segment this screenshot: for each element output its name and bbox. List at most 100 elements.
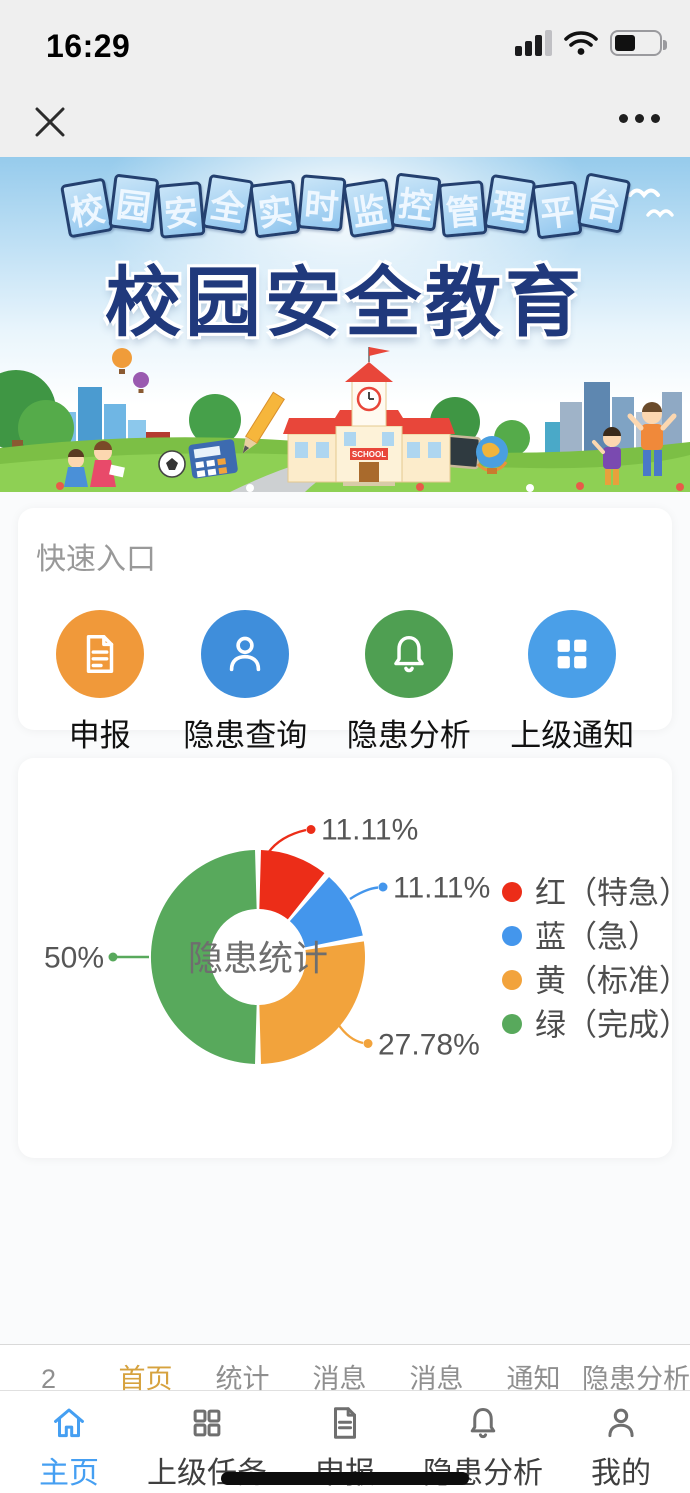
- banner-tagline-tile: 台: [576, 172, 632, 234]
- banner-tagline-tile: 时: [296, 174, 347, 232]
- banner: 校园安全实时监控管理平台 校园安全教育: [0, 157, 690, 492]
- tab-home[interactable]: 主页: [0, 1392, 138, 1493]
- tab-label: 主页: [39, 1457, 99, 1490]
- page-index-item[interactable]: 隐患分析: [582, 1364, 690, 1394]
- page-index-item[interactable]: 统计: [215, 1364, 270, 1394]
- slice-label-green: 50%: [44, 942, 104, 975]
- quick-item-hazard-analysis[interactable]: 隐患分析: [347, 610, 471, 755]
- school-building: SCHOOL: [283, 347, 455, 486]
- children-left: [64, 441, 125, 487]
- children-right: [592, 402, 677, 485]
- banner-tagline-tile: 理: [483, 173, 537, 235]
- banner-tagline-tile: 控: [390, 172, 442, 232]
- page-index-item[interactable]: 通知: [506, 1364, 561, 1394]
- pencil: [242, 391, 285, 454]
- page-content: 快速入口 申报 隐患查询: [0, 492, 690, 1344]
- donut-slice[interactable]: [150, 850, 257, 1064]
- chart-legend: 红（特急） 蓝（急） 黄（标准） 绿（完成）: [502, 876, 672, 1043]
- bell-icon: [364, 610, 453, 698]
- status-icons: [515, 30, 667, 56]
- legend-item-orange[interactable]: 黄（标准）: [502, 964, 672, 999]
- banner-tagline-tile: 监: [342, 177, 396, 239]
- flowers: [56, 482, 684, 492]
- banner-tagline: 校园安全实时监控管理平台: [0, 172, 690, 240]
- banner-tagline-tile: 园: [108, 173, 160, 233]
- svg-text:蓝（急）: 蓝（急）: [535, 920, 659, 955]
- slice-label-red: 11.11%: [321, 814, 418, 847]
- page-index-item[interactable]: 消息: [409, 1364, 464, 1394]
- leader-line-orange: [337, 1023, 364, 1045]
- nav-bar: [0, 88, 690, 157]
- donut-slice[interactable]: [289, 876, 363, 948]
- leader-line-red: [267, 828, 307, 854]
- page-index-item-home[interactable]: 首页: [118, 1364, 173, 1394]
- more-options-icon[interactable]: [619, 114, 660, 123]
- svg-text:黄（标准）: 黄（标准）: [535, 964, 672, 999]
- legend-item-blue[interactable]: 蓝（急）: [502, 920, 659, 955]
- quick-item-superior-notice[interactable]: 上级通知: [510, 610, 634, 755]
- quick-item-declare[interactable]: 申报: [55, 610, 144, 755]
- tab-label: 隐患分析: [423, 1457, 543, 1490]
- cellular-signal-icon: [515, 30, 552, 56]
- tab-label: 我的: [591, 1457, 651, 1490]
- tab-label: 申报: [315, 1448, 375, 1492]
- doves-icon: [628, 188, 674, 218]
- donut-slices: [150, 850, 366, 1064]
- document-icon: [333, 1407, 357, 1439]
- tab-label: 上级任务: [147, 1457, 267, 1490]
- quick-entry-card: 快速入口 申报 隐患查询: [18, 508, 672, 753]
- document-icon: [55, 610, 144, 698]
- clock: 16:29: [46, 28, 131, 64]
- quick-entry-row: 申报 隐患查询 隐患分析: [36, 610, 654, 755]
- hot-air-balloons: [112, 348, 149, 393]
- user-icon: [201, 610, 290, 698]
- legend-item-green[interactable]: 绿（完成）: [502, 1008, 672, 1043]
- bell-icon: [470, 1408, 496, 1439]
- banner-tagline-tile: 平: [531, 180, 583, 240]
- status-bar: 16:29: [0, 0, 690, 88]
- donut-center-label: 隐患统计: [188, 940, 328, 979]
- legend-item-red[interactable]: 红（特急）: [502, 876, 672, 911]
- battery-icon: [610, 30, 667, 56]
- leader-line-blue: [349, 886, 379, 900]
- globe: [476, 436, 508, 474]
- donut-slice[interactable]: [259, 850, 325, 920]
- slice-label-orange: 27.78%: [378, 1029, 480, 1062]
- soccer-ball: [158, 450, 186, 478]
- banner-tagline-tile: 全: [201, 173, 255, 235]
- grid-icon: [528, 610, 617, 698]
- svg-text:绿（完成）: 绿（完成）: [535, 1008, 672, 1043]
- page-index-item[interactable]: 2: [40, 1364, 57, 1394]
- grid-icon: [193, 1409, 221, 1437]
- quick-entry-title: 快速入口: [36, 543, 156, 576]
- banner-tagline-tile: 安: [156, 181, 206, 239]
- tab-bar-border: [0, 1390, 690, 1391]
- slice-label-blue: 11.11%: [393, 872, 490, 905]
- school-sign-text: SCHOOL: [352, 450, 386, 459]
- close-icon[interactable]: [30, 102, 70, 142]
- quick-item-label: 上级通知: [510, 718, 635, 753]
- banner-tagline-tile: 管: [437, 180, 488, 238]
- banner-tagline-tile: 实: [249, 179, 301, 239]
- tab-profile[interactable]: 我的: [552, 1392, 690, 1493]
- quick-item-label: 隐患分析: [346, 718, 471, 753]
- svg-text:红（特急）: 红（特急）: [535, 876, 672, 911]
- page-index-item[interactable]: 消息: [312, 1364, 367, 1394]
- donut-slice[interactable]: [259, 941, 366, 1064]
- banner-tagline-tile: 校: [60, 177, 114, 239]
- quick-item-label: 隐患查询: [183, 718, 308, 753]
- quick-item-hazard-query[interactable]: 隐患查询: [183, 610, 307, 755]
- home-icon: [54, 1408, 84, 1438]
- tab-bar: 主页 上级任务 申报 隐患分析 我的: [0, 1392, 690, 1493]
- page-index-row: 2 首页 统计 消息 消息 通知 隐患分析: [0, 1362, 690, 1396]
- hazard-stats-card: 11.11% 11.11% 27.78% 50% 隐患统计 红（特急） 蓝（急）: [18, 758, 672, 1158]
- quick-item-label: 申报: [68, 718, 131, 753]
- banner-title: 校园安全教育: [105, 261, 585, 346]
- home-indicator[interactable]: [221, 1472, 469, 1485]
- bottom-sheet: [0, 1344, 690, 1493]
- user-icon: [608, 1408, 634, 1438]
- banner-illustration: SCHOOL: [0, 347, 690, 492]
- wifi-icon: [564, 31, 598, 55]
- calculator: [188, 439, 238, 479]
- hazard-donut-chart: 11.11% 11.11% 27.78% 50% 隐患统计 红（特急） 蓝（急）: [44, 814, 672, 1064]
